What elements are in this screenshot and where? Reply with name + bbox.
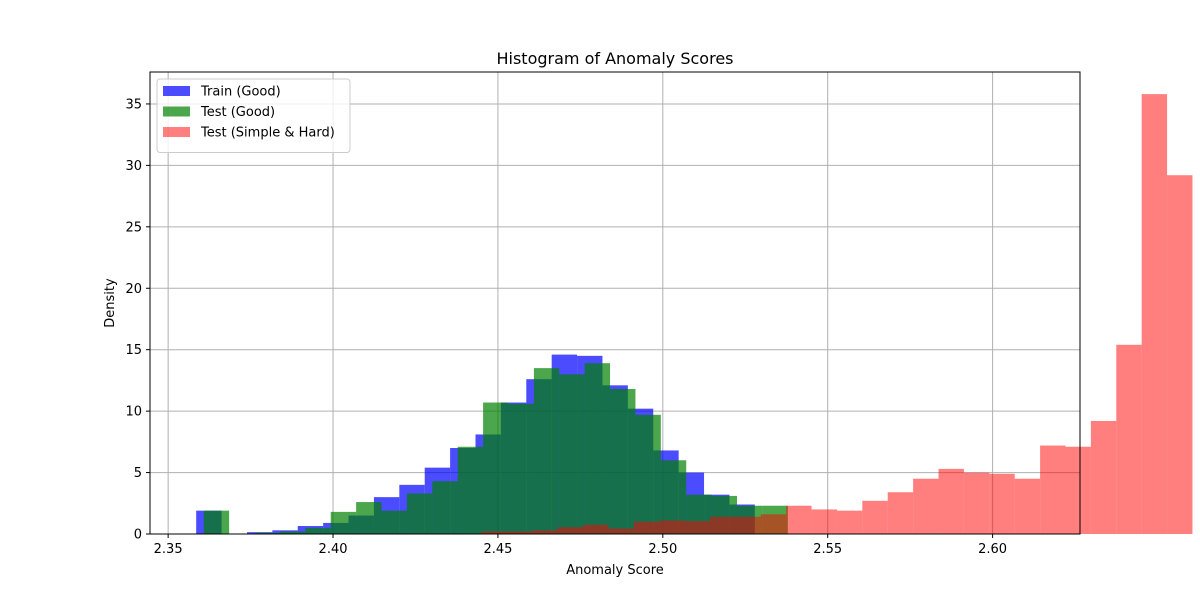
histogram-bar [684, 521, 710, 534]
histogram-bar [406, 493, 433, 534]
histogram-bar [432, 481, 458, 534]
y-tick-label: 10 [125, 405, 142, 420]
x-tick-label: 2.45 [483, 542, 512, 557]
histogram-bar [381, 510, 407, 534]
histogram-bar [1065, 446, 1091, 534]
y-tick-label: 20 [125, 282, 142, 297]
x-tick-label: 2.40 [319, 542, 348, 557]
legend-swatch [163, 127, 190, 137]
histogram-bar [279, 531, 306, 534]
histogram-bar [938, 468, 964, 534]
histogram-bar [1167, 175, 1193, 534]
histogram-bar [483, 402, 509, 534]
x-tick-label: 2.60 [978, 542, 1007, 557]
histogram-bar [1014, 478, 1041, 534]
histogram-bar [735, 516, 761, 534]
histogram-bar [836, 510, 863, 534]
x-axis-title: Anomaly Score [566, 563, 664, 578]
histogram-bar [760, 514, 787, 534]
histogram-bar [356, 502, 382, 534]
x-tick-label: 2.55 [813, 542, 842, 557]
histogram-bar [305, 527, 331, 534]
histogram-bar [786, 505, 812, 534]
legend-swatch [163, 106, 190, 117]
y-tick-label: 5 [134, 466, 142, 481]
histogram-bar [862, 500, 888, 534]
histogram-bar [330, 511, 357, 534]
histogram-bar [913, 478, 939, 534]
histogram-bar [887, 492, 914, 534]
histogram-bar [254, 532, 280, 534]
axis-ticks: 2.35 2.40 2.45 2.50 2.55 2.60 0 5 10 15 20 25 30 35 [125, 97, 1007, 557]
histogram-bar [457, 446, 484, 534]
legend-label: Train (Good) [200, 85, 281, 100]
histogram-bar [1116, 344, 1142, 534]
y-axis-title: Density [103, 278, 118, 328]
histogram-bar [583, 524, 609, 534]
histogram-bar [635, 414, 661, 534]
histogram-bar [1090, 420, 1117, 534]
legend: Train (Good) Test (Good) Test (Simple & Ha… [156, 78, 351, 153]
y-tick-label: 25 [125, 220, 142, 235]
histogram-bar [659, 520, 685, 534]
legend-swatch [163, 86, 190, 96]
histogram-bar [963, 472, 990, 534]
histogram-bar [506, 531, 533, 534]
histogram-bar [481, 531, 507, 534]
chart-title: Histogram of Anomaly Scores [496, 49, 733, 68]
legend-item: Test (Good) [163, 105, 275, 120]
y-tick-label: 0 [134, 528, 142, 543]
histogram-bar [633, 521, 660, 534]
histogram-bar [508, 403, 534, 534]
legend-label: Test (Good) [200, 105, 275, 120]
histogram-bar [811, 509, 837, 534]
histogram-bar [532, 530, 558, 534]
y-tick-label: 15 [125, 343, 142, 358]
histogram-bar [608, 528, 634, 534]
histogram-bar [1141, 94, 1168, 535]
plot-frame [149, 71, 1081, 535]
x-tick-label: 2.50 [648, 542, 677, 557]
y-tick-label: 35 [125, 97, 142, 112]
histogram-bar [709, 516, 736, 534]
legend-item: Test (Simple & Hard) [163, 126, 335, 141]
bars [196, 94, 1193, 535]
legend-item: Train (Good) [163, 85, 281, 100]
histogram-bar [610, 389, 636, 534]
histogram-bar [203, 510, 230, 534]
histogram-bar [1040, 445, 1066, 534]
legend-label: Test (Simple & Hard) [200, 126, 335, 141]
histogram-bar [557, 527, 584, 534]
histogram-bar [584, 363, 611, 534]
series-3 [481, 94, 1193, 535]
y-tick-label: 30 [125, 159, 142, 174]
histogram-bar [559, 374, 585, 534]
histogram-bar [533, 368, 560, 534]
histogram-bar [989, 473, 1015, 534]
legend-box [156, 78, 351, 153]
x-tick-label: 2.35 [154, 542, 183, 557]
